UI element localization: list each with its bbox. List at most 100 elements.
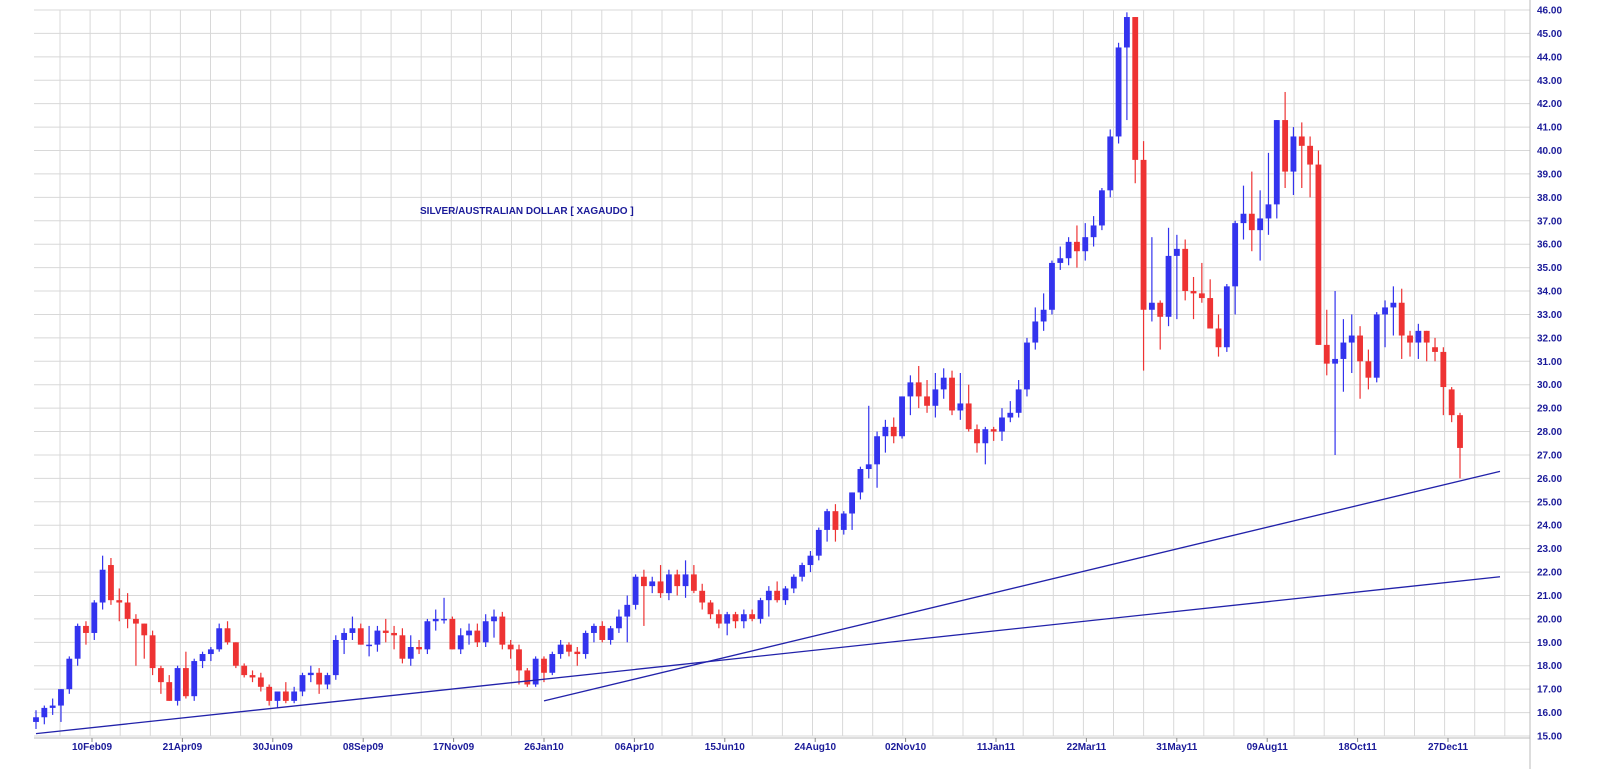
- candle-body: [799, 565, 806, 577]
- y-tick-label: 20.00: [1537, 614, 1562, 625]
- trendline: [543, 470, 1501, 702]
- candle-body: [549, 654, 556, 673]
- candle-body: [83, 625, 89, 633]
- y-tick-label: 36.00: [1537, 240, 1562, 251]
- candle-body: [857, 469, 864, 493]
- candle-body: [141, 623, 148, 636]
- candle-body: [282, 691, 289, 701]
- candle-body: [507, 644, 514, 650]
- candle-body: [1382, 307, 1388, 315]
- candles: [33, 12, 1463, 729]
- y-tick-label: 43.00: [1537, 76, 1562, 87]
- trendline: [35, 576, 1501, 735]
- candle-body: [207, 649, 214, 655]
- candle-body: [899, 396, 905, 437]
- candle-body: [1348, 335, 1355, 343]
- candle-body: [516, 649, 522, 671]
- candle-body: [182, 668, 189, 697]
- x-tick-label: 06Apr10: [615, 742, 655, 753]
- candle-body: [874, 436, 880, 465]
- candle-body: [291, 691, 298, 701]
- candle-body: [399, 635, 406, 659]
- candle-body: [374, 630, 381, 645]
- x-tick-label: 09Aug11: [1247, 742, 1289, 753]
- candle-body: [1074, 241, 1080, 252]
- candle-body: [133, 618, 139, 624]
- candle-body: [674, 574, 681, 587]
- candle-body: [607, 628, 614, 640]
- candle-body: [982, 429, 989, 444]
- candle-body: [1148, 302, 1155, 310]
- candle-body: [907, 382, 914, 397]
- y-tick-label: 41.00: [1537, 123, 1562, 134]
- candle-body: [566, 644, 572, 652]
- candle-body: [999, 417, 1005, 432]
- x-tick-label: 11Jan11: [977, 742, 1016, 753]
- candle-body: [482, 621, 489, 643]
- candle-body: [640, 576, 647, 587]
- candle-body: [1057, 258, 1064, 263]
- x-tick-label: 26Jan10: [524, 742, 564, 753]
- candle-body: [157, 668, 164, 683]
- y-tick-label: 31.00: [1537, 357, 1562, 368]
- candle-body: [441, 618, 447, 621]
- candle-body: [1049, 262, 1055, 310]
- x-tick-label: 18Oct11: [1338, 742, 1377, 753]
- candle-body: [749, 614, 756, 619]
- candle-body: [1007, 412, 1014, 418]
- candle-body: [1173, 248, 1180, 256]
- y-tick-label: 34.00: [1537, 287, 1562, 298]
- candle-body: [366, 644, 373, 647]
- candle-body: [1090, 225, 1097, 238]
- candle-body: [307, 672, 314, 676]
- candle-body: [665, 574, 672, 594]
- candle-body: [1248, 213, 1255, 231]
- candle-body: [116, 600, 123, 603]
- candle-body: [424, 621, 431, 650]
- candle-body: [74, 625, 81, 659]
- candle-body: [266, 686, 273, 701]
- candle-body: [1015, 389, 1022, 413]
- y-tick-label: 44.00: [1537, 52, 1562, 63]
- candle-body: [849, 492, 856, 514]
- candle-body: [724, 614, 731, 624]
- candle-body: [1398, 302, 1405, 336]
- y-tick-label: 15.00: [1537, 732, 1562, 743]
- candle-body: [491, 616, 497, 622]
- candle-body: [957, 403, 964, 411]
- y-tick-label: 30.00: [1537, 380, 1562, 391]
- candle-body: [391, 632, 397, 636]
- candle-body: [1440, 351, 1447, 388]
- y-tick-label: 21.00: [1537, 591, 1562, 602]
- candle-body: [582, 632, 589, 655]
- candle-body: [616, 616, 622, 629]
- x-tick-label: 10Feb09: [72, 742, 112, 753]
- candle-body: [707, 602, 714, 615]
- candle-body: [432, 618, 439, 622]
- x-tick-label: 27Dec11: [1428, 742, 1468, 753]
- y-tick-label: 25.00: [1537, 497, 1562, 508]
- candle-body: [66, 658, 73, 690]
- y-tick-label: 35.00: [1537, 263, 1562, 274]
- candle-body: [332, 639, 339, 676]
- candle-body: [715, 614, 722, 624]
- candle-body: [591, 625, 597, 633]
- candle-body: [524, 670, 531, 685]
- candle-body: [924, 396, 930, 406]
- candle-body: [249, 675, 256, 678]
- candle-body: [1040, 309, 1047, 322]
- candle-body: [840, 513, 847, 530]
- candle-body: [807, 555, 814, 566]
- candle-body: [1207, 298, 1214, 329]
- candle-body: [1340, 342, 1347, 359]
- y-tick-label: 24.00: [1537, 521, 1562, 532]
- candle-body: [790, 576, 797, 589]
- candle-body: [1115, 47, 1122, 137]
- candle-body: [1232, 223, 1239, 287]
- candle-body: [474, 630, 481, 643]
- candle-body: [99, 569, 106, 603]
- x-tick-label: 02Nov10: [885, 742, 927, 753]
- candle-body: [1140, 159, 1147, 310]
- candle-body: [1457, 415, 1463, 448]
- y-tick-label: 33.00: [1537, 310, 1562, 321]
